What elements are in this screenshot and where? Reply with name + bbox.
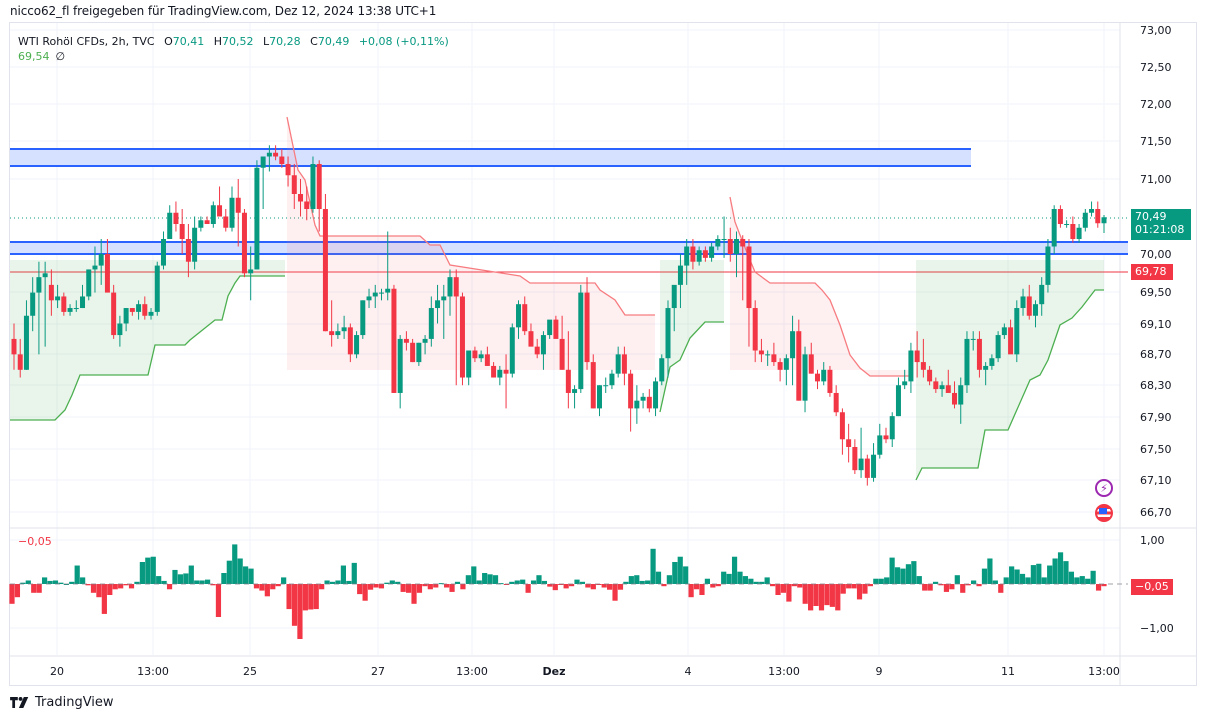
open-label: O: [164, 35, 173, 48]
svg-text:67,90: 67,90: [1140, 411, 1172, 424]
svg-text:66,70: 66,70: [1140, 506, 1172, 519]
svg-text:72,50: 72,50: [1140, 61, 1172, 74]
svg-text:71,50: 71,50: [1140, 135, 1172, 148]
svg-text:68,70: 68,70: [1140, 348, 1172, 361]
red-level-badge: 69,78: [1131, 264, 1173, 280]
last-price: 70,49: [1135, 210, 1167, 223]
tv-logo-text: TradingView: [35, 695, 114, 710]
low-value: 70,28: [269, 35, 301, 48]
price-zones: [10, 148, 1128, 273]
us-flag-icon[interactable]: [1095, 504, 1113, 522]
high-label: H: [213, 35, 223, 48]
svg-text:27: 27: [371, 665, 385, 678]
svg-text:13:00: 13:00: [768, 665, 800, 678]
chart-frame: [9, 22, 1197, 686]
change-value: +0,08 (+0,11%): [358, 35, 449, 48]
close-value: 70,49: [317, 35, 350, 48]
symbol-name[interactable]: WTI Rohöl CFDs, 2h, TVC: [18, 35, 155, 48]
attribution-text: nicco62_fl freigegeben für TradingView.c…: [10, 4, 437, 18]
tv-logo-icon: [10, 697, 29, 708]
svg-text:20: 20: [50, 665, 64, 678]
svg-text:13:00: 13:00: [456, 665, 488, 678]
lightning-icon[interactable]: ⚡: [1095, 479, 1113, 497]
svg-text:Dez: Dez: [543, 665, 566, 678]
grid-lines: [10, 23, 1197, 685]
svg-text:73,00: 73,00: [1140, 24, 1172, 37]
svg-text:1,00: 1,00: [1140, 534, 1165, 547]
svg-text:71,00: 71,00: [1140, 173, 1172, 186]
axes: 73,00 72,50 72,00 71,50 71,00 70,00 69,50 69,10…: [50, 24, 1174, 678]
last-price-badge: 70,49 01:21:08: [1131, 209, 1191, 240]
svg-text:13:00: 13:00: [137, 665, 169, 678]
empty-value-symbol: ∅: [55, 50, 66, 63]
supertrend: [10, 116, 1104, 481]
tradingview-logo[interactable]: TradingView: [10, 695, 114, 710]
svg-text:70,00: 70,00: [1140, 248, 1172, 261]
oscillator-value-badge: −0,05: [1131, 579, 1173, 595]
svg-text:72,00: 72,00: [1140, 98, 1172, 111]
oscillator-histogram: [9, 544, 1128, 639]
supertrend-value: 69,54: [18, 50, 50, 63]
svg-text:9: 9: [876, 665, 883, 678]
candlesticks: [11, 145, 1107, 486]
svg-text:69,10: 69,10: [1140, 318, 1172, 331]
low-label: L: [263, 35, 270, 48]
close-label: C: [310, 35, 318, 48]
svg-text:11: 11: [1001, 665, 1015, 678]
svg-text:13:00: 13:00: [1088, 665, 1120, 678]
svg-text:25: 25: [243, 665, 257, 678]
svg-text:−1,00: −1,00: [1140, 622, 1174, 635]
svg-text:4: 4: [685, 665, 692, 678]
svg-text:67,50: 67,50: [1140, 443, 1172, 456]
high-value: 70,52: [222, 35, 254, 48]
svg-text:68,30: 68,30: [1140, 379, 1172, 392]
svg-text:67,10: 67,10: [1140, 474, 1172, 487]
svg-text:69,50: 69,50: [1140, 286, 1172, 299]
open-value: 70,41: [172, 35, 205, 48]
symbol-legend: WTI Rohöl CFDs, 2h, TVC O70,41 H70,52 L7…: [18, 34, 455, 64]
oscillator-value: −0,05: [18, 535, 52, 548]
bar-countdown: 01:21:08: [1135, 223, 1185, 236]
